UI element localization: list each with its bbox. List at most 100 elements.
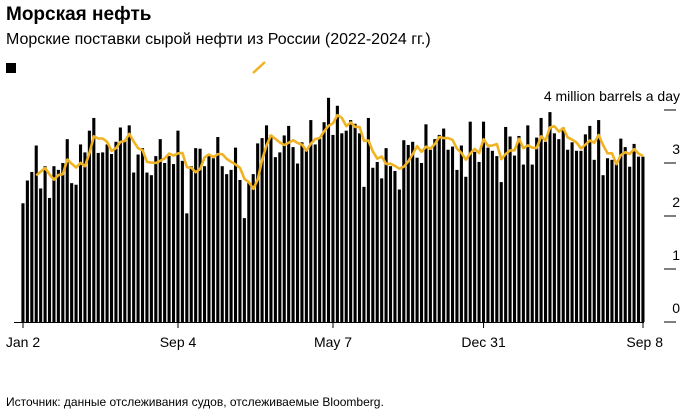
bar xyxy=(623,147,627,322)
bar xyxy=(424,124,428,322)
bar xyxy=(189,166,193,322)
bar xyxy=(375,161,379,322)
bar xyxy=(331,134,335,322)
bar xyxy=(118,127,122,323)
bar xyxy=(318,138,322,322)
bar xyxy=(87,130,91,322)
bar xyxy=(353,123,357,322)
legend-line-swatch xyxy=(252,61,266,74)
bar xyxy=(220,166,224,322)
bar xyxy=(464,176,468,322)
bar xyxy=(570,142,574,322)
bar xyxy=(636,156,641,322)
bar xyxy=(495,156,499,322)
bar xyxy=(428,149,432,322)
bar xyxy=(78,144,83,322)
bar xyxy=(132,172,136,322)
bar xyxy=(326,97,331,322)
bar xyxy=(561,127,565,323)
bar xyxy=(96,152,100,322)
y-axis: 0 1 2 3 4 million barrels a day xyxy=(544,88,680,323)
bar xyxy=(455,169,459,322)
bar xyxy=(632,143,636,322)
y-tick-label: 4 million barrels a day xyxy=(544,88,680,104)
bar xyxy=(437,134,441,322)
bar xyxy=(450,146,455,322)
bar xyxy=(610,159,614,322)
bar xyxy=(61,163,65,322)
bar xyxy=(459,145,463,322)
bar xyxy=(47,197,52,322)
bar xyxy=(557,139,561,322)
bar xyxy=(526,125,530,323)
bar xyxy=(371,167,375,322)
bar xyxy=(34,145,38,322)
bar xyxy=(552,133,556,322)
bar xyxy=(335,105,339,322)
chart-title: Морская нефть xyxy=(6,4,152,25)
bar xyxy=(109,153,114,322)
bar xyxy=(477,161,481,322)
source-note: Источник: данные отслеживания судов, отс… xyxy=(6,395,384,409)
bar xyxy=(309,120,313,322)
bar xyxy=(74,184,78,322)
bar xyxy=(490,150,494,322)
bar xyxy=(260,138,264,322)
bar xyxy=(512,155,517,322)
bar xyxy=(242,218,246,322)
bar xyxy=(366,117,370,322)
bar xyxy=(233,147,238,322)
bar xyxy=(402,140,406,322)
bar xyxy=(287,125,291,323)
bar xyxy=(300,142,304,322)
bar xyxy=(415,157,419,322)
bar xyxy=(194,148,198,322)
bar xyxy=(238,179,242,322)
bar xyxy=(397,189,401,322)
bar xyxy=(579,150,583,322)
bar xyxy=(411,141,415,322)
bar xyxy=(601,175,605,322)
bar xyxy=(229,169,233,322)
bar xyxy=(30,172,34,322)
bar xyxy=(304,149,308,322)
bar xyxy=(180,160,184,322)
x-tick-label: Jan 2 xyxy=(6,334,40,350)
legend-bar-swatch xyxy=(6,63,16,73)
bar xyxy=(154,156,158,322)
bar xyxy=(282,135,286,322)
bar xyxy=(539,117,543,322)
bar xyxy=(313,144,317,322)
bar xyxy=(641,156,645,322)
bar xyxy=(70,183,74,322)
x-tick-label: Dec 31 xyxy=(461,334,506,350)
bar xyxy=(468,121,472,322)
bar xyxy=(171,164,176,322)
bar xyxy=(136,154,140,322)
bar xyxy=(264,125,269,323)
y-tick-label: 3 xyxy=(672,141,680,157)
x-tick-label: May 7 xyxy=(314,334,352,350)
average-line xyxy=(35,113,644,191)
bar xyxy=(83,152,87,322)
bar xyxy=(566,149,570,322)
bar xyxy=(588,125,592,323)
x-tick-label: Sep 4 xyxy=(160,334,197,350)
bar xyxy=(211,158,215,322)
bar xyxy=(273,157,277,322)
bar xyxy=(176,130,180,322)
y-tick-label: 2 xyxy=(672,194,680,210)
bar xyxy=(198,148,202,322)
bar xyxy=(393,170,397,322)
bar xyxy=(574,150,579,322)
bar xyxy=(202,166,207,322)
bar xyxy=(504,126,508,323)
bar xyxy=(473,151,477,322)
bar xyxy=(388,166,393,322)
bar xyxy=(127,125,131,323)
bars xyxy=(21,97,645,323)
x-axis: Jan 2 Sep 4 May 7 Dec 31 Sep 8 xyxy=(6,322,663,350)
bar xyxy=(295,163,300,322)
bar xyxy=(384,148,388,322)
